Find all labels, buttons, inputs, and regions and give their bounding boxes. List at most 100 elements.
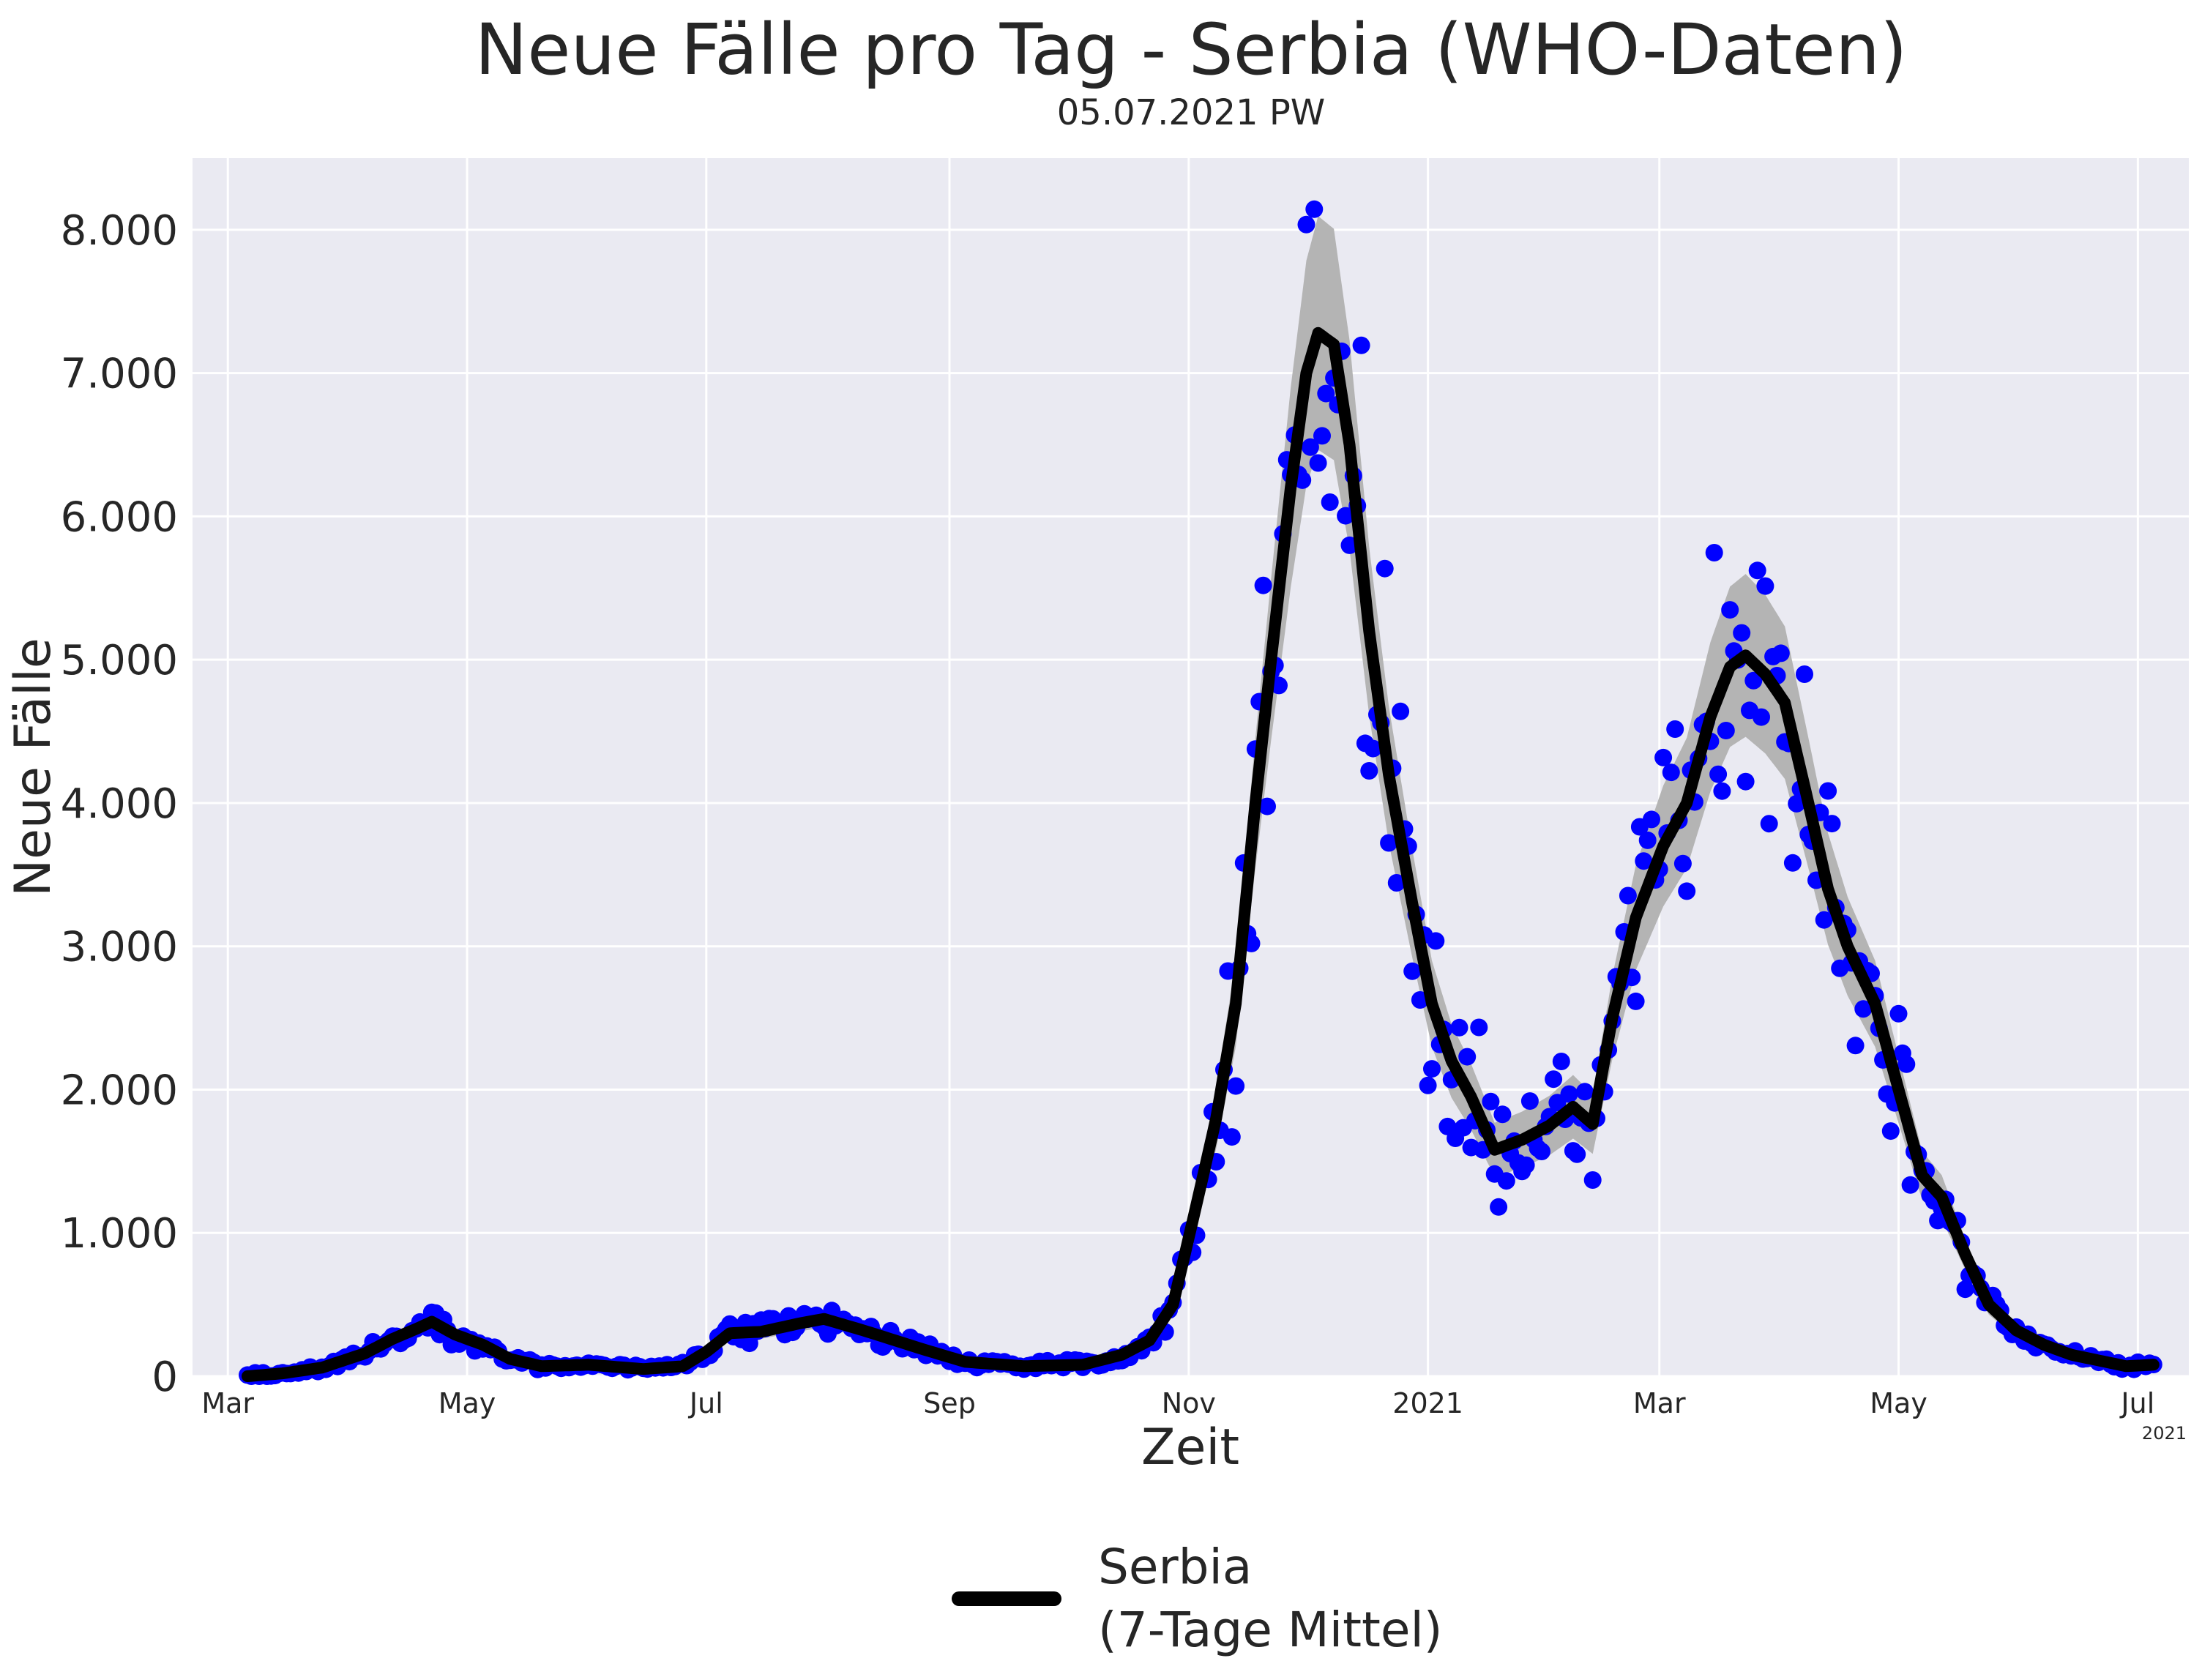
- daily-point: [1360, 762, 1378, 780]
- daily-point: [1901, 1176, 1919, 1194]
- daily-point: [1309, 454, 1327, 472]
- chart-title: Neue Fälle pro Tag - Serbia (WHO-Daten): [474, 9, 1908, 91]
- daily-point: [1568, 1145, 1586, 1163]
- daily-point: [1387, 874, 1406, 892]
- daily-point: [1721, 601, 1739, 619]
- daily-point: [1654, 748, 1673, 766]
- y-axis-label: Neue Fälle: [4, 638, 62, 896]
- y-tick-label: 2.000: [61, 1067, 178, 1114]
- x-tick-label: 2021: [1392, 1387, 1463, 1419]
- daily-point: [1713, 782, 1731, 800]
- daily-point: [1427, 932, 1445, 950]
- daily-point: [1956, 1280, 1974, 1299]
- daily-point: [1666, 720, 1684, 738]
- daily-point: [1678, 882, 1696, 900]
- legend-line-swatch: [952, 1591, 1061, 1606]
- daily-point: [1423, 1060, 1441, 1078]
- daily-point: [1352, 336, 1370, 354]
- series-line-group: [242, 326, 2160, 1382]
- daily-point: [1673, 854, 1692, 873]
- daily-point: [1796, 665, 1813, 683]
- x-tick-label: Sep: [923, 1387, 976, 1419]
- daily-point: [1635, 852, 1653, 870]
- daily-point: [1705, 544, 1723, 561]
- daily-point: [1717, 722, 1735, 739]
- y-axis-ticks: 0 1.000 2.000 3.000 4.000 5.000 6.000 7.000 8.00…: [61, 207, 178, 1401]
- x-tick-label: Jul: [688, 1387, 723, 1419]
- daily-point: [1815, 911, 1833, 929]
- series-line-serbia: [242, 326, 2160, 1382]
- daily-point: [1560, 1085, 1578, 1103]
- daily-point: [1545, 1070, 1563, 1089]
- y-tick-label: 7.000: [61, 351, 178, 398]
- daily-point: [1709, 765, 1728, 783]
- chart-subtitle: 05.07.2021 PW: [1056, 92, 1326, 133]
- daily-point: [1736, 772, 1755, 791]
- daily-point: [1450, 1018, 1468, 1037]
- daily-point: [1819, 782, 1837, 800]
- plot-area: [193, 158, 2189, 1376]
- y-tick-label: 6.000: [61, 493, 178, 541]
- x-axis-label: Zeit: [1141, 1419, 1239, 1476]
- daily-point: [1756, 577, 1774, 595]
- daily-point: [1317, 384, 1335, 403]
- x-tick-label: Nov: [1162, 1387, 1216, 1419]
- daily-point: [1490, 1198, 1508, 1216]
- y-tick-label: 5.000: [61, 637, 178, 684]
- daily-point: [1823, 815, 1841, 833]
- daily-point: [1627, 992, 1645, 1010]
- daily-point: [1227, 1077, 1245, 1095]
- daily-point: [1321, 493, 1339, 511]
- y-tick-label: 8.000: [61, 207, 178, 255]
- legend-label: Serbia (7-Tage Mittel): [1098, 1539, 1443, 1658]
- daily-point: [1313, 427, 1331, 445]
- daily-point: [1517, 1156, 1535, 1174]
- legend: Serbia (7-Tage Mittel): [952, 1536, 1443, 1662]
- daily-point: [1788, 794, 1806, 813]
- daily-point: [1337, 507, 1355, 525]
- daily-point: [1493, 1105, 1512, 1124]
- daily-point: [1297, 215, 1315, 234]
- daily-point: [1403, 962, 1422, 980]
- daily-point: [1760, 815, 1778, 833]
- grid-lines: [193, 158, 2189, 1378]
- daily-point: [1223, 1128, 1241, 1146]
- y-tick-label: 0: [152, 1354, 178, 1401]
- daily-point: [1552, 1053, 1570, 1070]
- daily-point: [1889, 1004, 1908, 1023]
- daily-point: [1643, 810, 1660, 829]
- daily-point: [1470, 1018, 1488, 1037]
- daily-point: [1638, 831, 1657, 849]
- daily-point: [1748, 561, 1766, 580]
- x-offset-label: 2021: [2142, 1423, 2187, 1444]
- daily-point: [1497, 1172, 1515, 1190]
- daily-point: [1854, 1000, 1873, 1018]
- daily-point: [1520, 1092, 1539, 1110]
- daily-point: [1301, 438, 1319, 456]
- x-tick-label: May: [438, 1387, 496, 1419]
- daily-point: [1254, 576, 1272, 594]
- daily-point: [1662, 764, 1680, 782]
- daily-point: [1419, 1076, 1437, 1094]
- daily-point: [1772, 644, 1790, 662]
- daily-point: [1753, 708, 1770, 726]
- daily-point: [1376, 559, 1394, 578]
- x-axis-ticks: Mar May Jul Sep Nov 2021 Mar May Jul: [201, 1387, 2154, 1419]
- x-tick-label: Mar: [1633, 1387, 1686, 1419]
- daily-point: [1881, 1122, 1900, 1140]
- y-tick-label: 1.000: [61, 1210, 178, 1258]
- daily-point: [1744, 671, 1763, 690]
- daily-point: [1482, 1092, 1500, 1110]
- daily-point: [1619, 886, 1637, 905]
- daily-point: [1380, 834, 1398, 852]
- daily-point: [1583, 1171, 1602, 1189]
- y-tick-label: 4.000: [61, 780, 178, 828]
- daily-point: [1392, 702, 1410, 720]
- daily-point: [1575, 1083, 1594, 1101]
- daily-point: [1897, 1055, 1916, 1073]
- x-tick-label: Jul: [2119, 1387, 2154, 1419]
- daily-point: [1733, 624, 1751, 642]
- daily-point: [1783, 854, 1802, 872]
- daily-point: [1458, 1048, 1477, 1066]
- x-tick-label: Mar: [201, 1387, 254, 1419]
